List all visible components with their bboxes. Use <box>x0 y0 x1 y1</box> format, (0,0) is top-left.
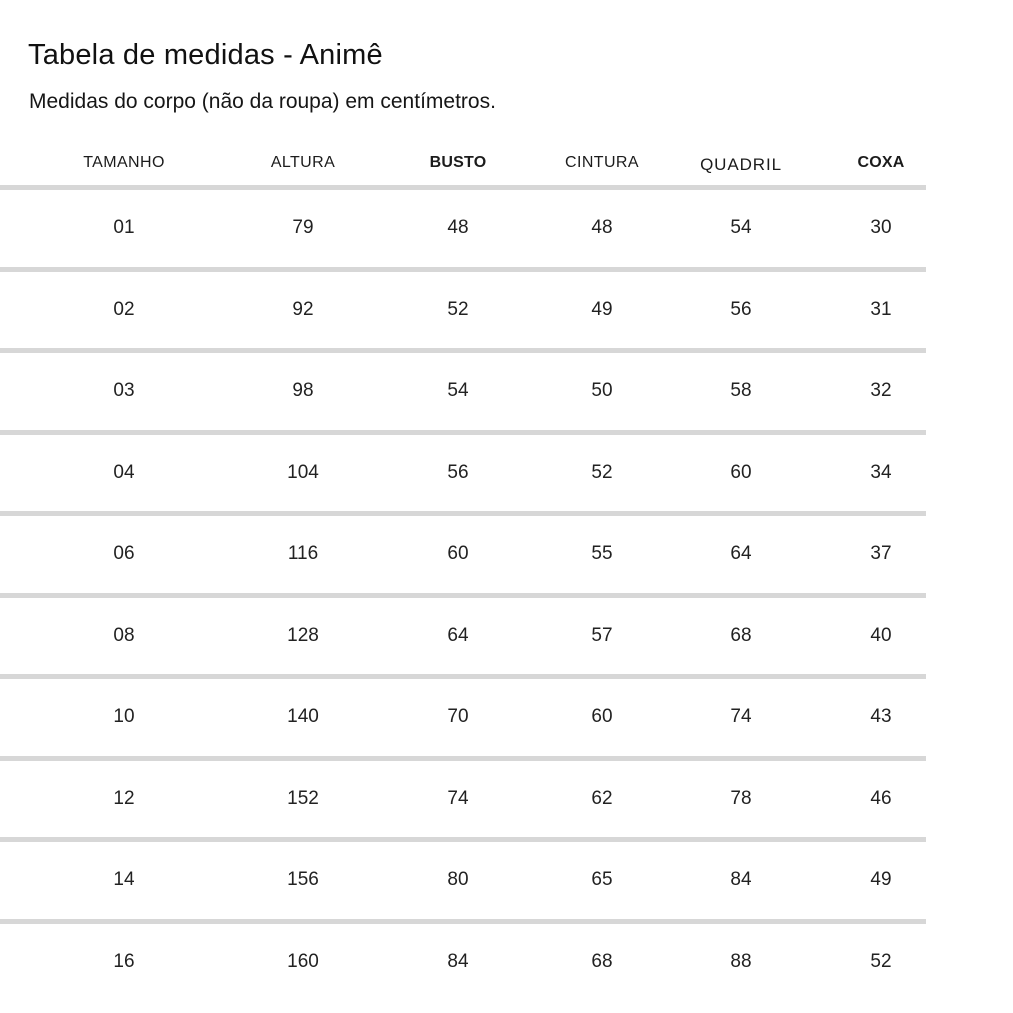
cell: 54 <box>447 380 469 402</box>
cell: 140 <box>287 706 319 728</box>
cell: 48 <box>591 217 613 239</box>
cell: 60 <box>591 706 613 728</box>
cell: 06 <box>113 543 135 565</box>
cell: 12 <box>113 787 135 809</box>
cell: 156 <box>287 869 319 891</box>
size-table: TAMANHO ALTURA BUSTO CINTURA QUADRIL COXA 01 7… <box>0 140 926 1000</box>
cell: 60 <box>730 461 752 483</box>
cell: 43 <box>870 706 892 728</box>
cell: 160 <box>287 950 319 972</box>
cell: 152 <box>287 787 319 809</box>
cell: 56 <box>730 298 752 320</box>
cell: 50 <box>591 380 613 402</box>
cell: 74 <box>447 787 469 809</box>
cell: 55 <box>591 543 613 565</box>
cell: 60 <box>447 543 469 565</box>
header-cell-coxa: COXA <box>857 153 905 171</box>
table-row: 08 128 64 57 68 40 <box>0 592 926 675</box>
header-cell-busto: BUSTO <box>429 153 487 171</box>
cell: 32 <box>870 380 892 402</box>
header-cell-altura: ALTURA <box>270 153 336 171</box>
page-title: Tabela de medidas - Animê <box>28 39 383 71</box>
cell: 48 <box>447 217 469 239</box>
cell: 14 <box>113 869 135 891</box>
cell: 79 <box>292 217 314 239</box>
cell: 49 <box>591 298 613 320</box>
cell: 62 <box>591 787 613 809</box>
cell: 57 <box>591 624 613 646</box>
cell: 34 <box>870 461 892 483</box>
table-row: 01 79 48 48 54 30 <box>0 185 926 267</box>
table-row: 10 140 70 60 74 43 <box>0 674 926 756</box>
cell: 31 <box>870 298 892 320</box>
header-cell-cintura: CINTURA <box>565 153 639 171</box>
cell: 03 <box>113 380 135 402</box>
cell: 56 <box>447 461 469 483</box>
cell: 01 <box>113 217 135 239</box>
cell: 68 <box>591 950 613 972</box>
cell: 08 <box>113 624 135 646</box>
cell: 04 <box>113 461 135 483</box>
cell: 49 <box>870 869 892 891</box>
cell: 116 <box>287 543 319 565</box>
cell: 40 <box>870 624 892 646</box>
cell: 37 <box>870 543 892 565</box>
table-header-row: TAMANHO ALTURA BUSTO CINTURA QUADRIL COXA <box>0 140 926 185</box>
cell: 02 <box>113 298 135 320</box>
cell: 52 <box>870 950 892 972</box>
table-row: 12 152 74 62 78 46 <box>0 755 926 838</box>
cell: 78 <box>730 787 752 809</box>
cell: 64 <box>730 543 752 565</box>
table-row: 14 156 80 65 84 49 <box>0 837 926 919</box>
cell: 84 <box>730 869 752 891</box>
cell: 58 <box>730 380 752 402</box>
cell: 30 <box>870 217 892 239</box>
table-row: 04 104 56 52 60 34 <box>0 429 926 512</box>
header-cell-quadril: QUADRIL <box>700 155 782 174</box>
cell: 74 <box>730 706 752 728</box>
cell: 84 <box>447 950 469 972</box>
cell: 54 <box>730 217 752 239</box>
cell: 65 <box>591 869 613 891</box>
cell: 80 <box>447 869 469 891</box>
cell: 52 <box>591 461 613 483</box>
table-row: 02 92 52 49 56 31 <box>0 266 926 349</box>
cell: 128 <box>287 624 319 646</box>
cell: 52 <box>447 298 469 320</box>
cell: 64 <box>447 624 469 646</box>
table-row: 03 98 54 50 58 32 <box>0 348 926 430</box>
cell: 88 <box>730 950 752 972</box>
page-subtitle: Medidas do corpo (não da roupa) em centí… <box>29 90 496 113</box>
cell: 70 <box>447 706 469 728</box>
cell: 16 <box>113 950 135 972</box>
table-row: 16 160 84 68 88 52 <box>0 918 926 1001</box>
cell: 68 <box>730 624 752 646</box>
cell: 46 <box>870 787 892 809</box>
cell: 10 <box>113 706 135 728</box>
cell: 92 <box>292 298 314 320</box>
cell: 98 <box>292 380 314 402</box>
cell: 104 <box>287 461 319 483</box>
header-cell-tamanho: TAMANHO <box>83 153 165 171</box>
table-row: 06 116 60 55 64 37 <box>0 511 926 593</box>
